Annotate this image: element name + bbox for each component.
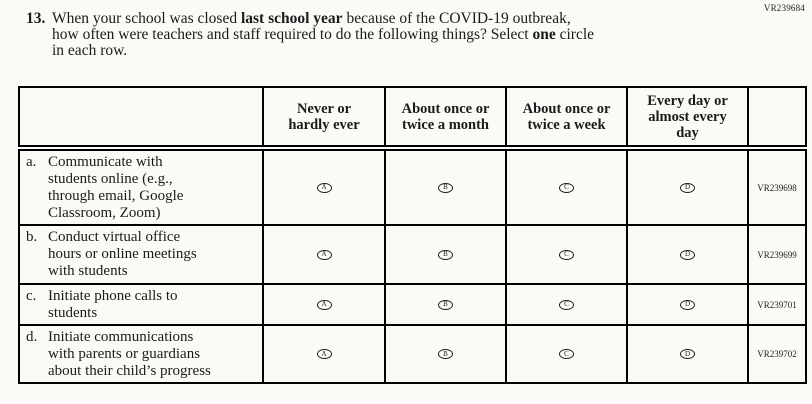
option-cell: A [262, 324, 386, 384]
response-circle-d[interactable]: D [680, 299, 695, 310]
row-letter: c. [26, 288, 37, 304]
option-cell: D [626, 147, 749, 226]
item-text-wrap: d. Initiate communications with parents o… [20, 326, 262, 380]
option-cell: C [505, 147, 628, 226]
option-cell: B [384, 147, 507, 226]
item-cell: a. Communicate with students online (e.g.… [18, 147, 264, 226]
item-text-wrap: c. Initiate phone calls to students [20, 285, 262, 322]
question-line: in each row. [52, 43, 594, 59]
option-cell: B [384, 324, 507, 384]
item-cell: d. Initiate communications with parents o… [18, 324, 264, 384]
table-row-b: b. Conduct virtual office hours or online… [18, 224, 807, 285]
row-letter: b. [26, 229, 38, 245]
option-cell: C [505, 324, 628, 384]
question-text-run: circle [555, 26, 595, 43]
option-cell: C [505, 224, 628, 285]
row-vr-code: VR239699 [747, 224, 807, 285]
item-text-wrap: b. Conduct virtual office hours or online… [20, 226, 262, 280]
response-circle-c[interactable]: C [559, 349, 574, 360]
question-text-bold-run: one [532, 26, 556, 43]
response-circle-c[interactable]: C [559, 182, 574, 193]
item-cell: b. Conduct virtual office hours or online… [18, 224, 264, 285]
question-text-bold-run: last school year [240, 10, 343, 27]
row-vr-code: VR239702 [747, 324, 807, 384]
question-text-run: in each row. [52, 42, 128, 59]
response-circle-a[interactable]: A [316, 182, 332, 193]
response-circle-d[interactable]: D [680, 182, 695, 193]
option-cell: D [626, 324, 749, 384]
row-letter: d. [26, 329, 38, 345]
option-cell: D [626, 283, 749, 326]
question-text-run: how often were teachers and staff requir… [52, 26, 533, 43]
row-label: Initiate phone calls to students [48, 288, 178, 321]
table-row-c: c. Initiate phone calls to students A B C D VR… [18, 283, 807, 326]
option-cell: D [626, 224, 749, 285]
column-header-1: Never or hardly ever [262, 86, 386, 151]
question-block: 13. When your school was closed last sch… [26, 11, 594, 59]
option-cell: C [505, 283, 628, 326]
option-cell: B [384, 283, 507, 326]
row-vr-code: VR239698 [747, 147, 807, 226]
table-row-a: a. Communicate with students online (e.g.… [18, 147, 807, 226]
response-grid: Never or hardly ever About once or twice … [18, 86, 807, 384]
response-circle-d[interactable]: D [680, 349, 695, 360]
header-code-cell [747, 86, 807, 151]
option-cell: A [262, 224, 386, 285]
response-circle-a[interactable]: A [316, 299, 332, 310]
question-text-run: When your school was closed [52, 10, 241, 27]
column-header-3: About once or twice a week [505, 86, 628, 151]
question-line: how often were teachers and staff requir… [52, 27, 594, 43]
question-text-run: because of the COVID-19 outbreak, [342, 10, 571, 27]
option-cell: A [262, 283, 386, 326]
response-circle-d[interactable]: D [680, 249, 695, 260]
row-label: Conduct virtual office hours or online m… [48, 229, 197, 279]
response-circle-b[interactable]: B [438, 182, 453, 193]
item-text-wrap: a. Communicate with students online (e.g.… [20, 151, 262, 222]
column-header-2: About once or twice a month [384, 86, 507, 151]
response-circle-b[interactable]: B [438, 299, 453, 310]
response-circle-c[interactable]: C [559, 299, 574, 310]
row-vr-code: VR239701 [747, 283, 807, 326]
question-number: 13. [26, 10, 46, 27]
header-row: Never or hardly ever About once or twice … [18, 86, 807, 151]
response-circle-b[interactable]: B [438, 349, 453, 360]
response-circle-a[interactable]: A [316, 349, 332, 360]
row-label: Communicate with students online (e.g., … [48, 154, 184, 221]
response-circle-c[interactable]: C [559, 249, 574, 260]
table-row-d: d. Initiate communications with parents o… [18, 324, 807, 384]
row-letter: a. [26, 154, 37, 170]
column-header-4: Every day or almost every day [626, 86, 749, 151]
form-code-top-right: VR239684 [763, 3, 805, 13]
row-label: Initiate communications with parents or … [48, 329, 211, 379]
header-item-cell [18, 86, 264, 151]
item-cell: c. Initiate phone calls to students [18, 283, 264, 326]
option-cell: A [262, 147, 386, 226]
question-line: When your school was closed last school … [52, 11, 594, 27]
option-cell: B [384, 224, 507, 285]
question-text: When your school was closed last school … [52, 11, 594, 59]
response-circle-a[interactable]: A [316, 249, 332, 260]
response-circle-b[interactable]: B [438, 249, 453, 260]
